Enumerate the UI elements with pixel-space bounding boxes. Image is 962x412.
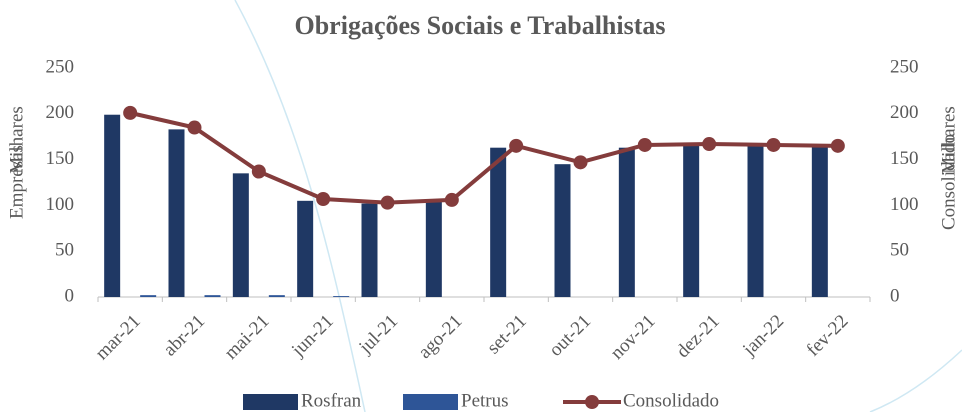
x-tick-label: nov-21 [607,311,660,364]
bar [554,164,571,297]
bar [297,200,314,297]
bar [618,147,635,297]
y-axis-unit: Milhares [6,106,27,174]
y2-tick-label: 150 [890,148,919,169]
x-tick-label: dez-21 [672,311,723,362]
chart-title: Obrigações Sociais e Trabalhistas [295,11,666,40]
legend-swatch [403,394,458,410]
marker [444,192,459,207]
legend-label: Rosfran [301,390,362,411]
marker [251,164,266,179]
y2-tick-label: 50 [890,240,909,261]
y-tick-label: 50 [55,240,74,261]
marker [637,137,652,152]
marker [187,120,202,135]
y-axis-label: Empresas [6,145,27,219]
bar [168,129,185,297]
y-tick-label: 250 [46,56,75,77]
y2-tick-label: 0 [890,285,900,306]
bar [425,200,442,297]
bar [140,295,157,297]
marker [123,105,138,120]
x-tick-label: jan-22 [738,311,788,361]
bar [232,173,249,297]
marker [316,191,331,206]
y-tick-label: 200 [46,102,75,123]
y2-tick-label: 250 [890,56,919,77]
bar [204,295,221,297]
legend-label: Petrus [461,390,509,411]
line [129,110,838,205]
x-tick-label: ago-21 [414,311,466,363]
y2-tick-label: 200 [890,102,919,123]
legend-swatch [585,395,599,409]
x-tick-label: abr-21 [159,311,209,361]
x-tick-label: mar-21 [91,311,144,364]
decoration [869,349,962,412]
x-tick-label: out-21 [545,311,595,361]
bar [490,147,507,297]
y-tick-label: 150 [46,148,75,169]
y2-tick-label: 100 [890,194,919,215]
y-tick-label: 0 [65,285,75,306]
marker [509,138,524,153]
decoration [234,0,366,412]
x-tick-label: mai-21 [221,311,274,364]
x-tick-label: set-21 [483,311,531,359]
bar [811,146,828,297]
bar [333,296,350,297]
x-tick-label: jun-21 [287,311,338,362]
bar [104,114,121,297]
marker [830,138,845,153]
bar [268,295,285,297]
legend-label: Consolidado [623,390,719,411]
marker [380,195,395,210]
bar [747,145,764,297]
marker [573,155,588,170]
y2-axis-label: Consolidado [938,134,959,230]
y2-axis-unit: Milhares [938,106,959,174]
legend-swatch [243,394,298,410]
marker [766,137,781,152]
x-tick-label: jul-21 [354,311,402,359]
y-tick-label: 100 [46,194,75,215]
x-tick-label: fev-22 [803,311,853,361]
marker [702,137,717,152]
bar [361,203,378,297]
bar [683,144,700,297]
